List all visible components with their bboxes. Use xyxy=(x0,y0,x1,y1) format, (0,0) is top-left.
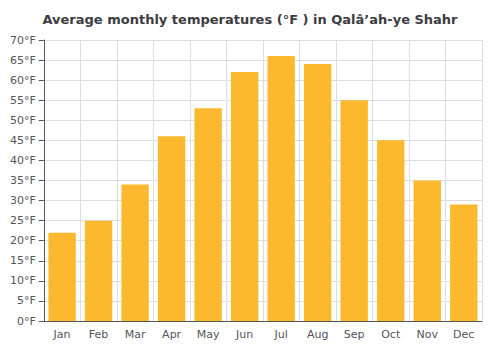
svg-text:60°F: 60°F xyxy=(10,74,36,87)
svg-text:40°F: 40°F xyxy=(10,154,36,167)
svg-text:May: May xyxy=(197,328,220,341)
svg-text:5°F: 5°F xyxy=(17,294,36,307)
svg-text:Nov: Nov xyxy=(416,328,438,341)
svg-text:Jun: Jun xyxy=(235,328,253,341)
svg-text:0°F: 0°F xyxy=(17,315,36,328)
svg-text:10°F: 10°F xyxy=(10,274,36,287)
svg-text:Sep: Sep xyxy=(344,328,365,341)
svg-text:Jul: Jul xyxy=(274,328,288,341)
svg-text:Oct: Oct xyxy=(381,328,401,341)
svg-text:15°F: 15°F xyxy=(10,254,36,267)
svg-text:Apr: Apr xyxy=(162,328,182,341)
svg-text:50°F: 50°F xyxy=(10,114,36,127)
svg-text:55°F: 55°F xyxy=(10,94,36,107)
svg-text:30°F: 30°F xyxy=(10,194,36,207)
svg-text:20°F: 20°F xyxy=(10,234,36,247)
svg-text:Aug: Aug xyxy=(307,328,328,341)
svg-text:45°F: 45°F xyxy=(10,134,36,147)
svg-text:70°F: 70°F xyxy=(10,34,36,47)
svg-text:Average monthly temperatures (: Average monthly temperatures (°F ) in Qa… xyxy=(42,12,458,27)
svg-text:35°F: 35°F xyxy=(10,174,36,187)
svg-text:Dec: Dec xyxy=(453,328,474,341)
svg-text:Feb: Feb xyxy=(89,328,108,341)
svg-text:Jan: Jan xyxy=(53,328,71,341)
svg-text:25°F: 25°F xyxy=(10,214,36,227)
svg-text:Mar: Mar xyxy=(125,328,146,341)
svg-text:65°F: 65°F xyxy=(10,54,36,67)
